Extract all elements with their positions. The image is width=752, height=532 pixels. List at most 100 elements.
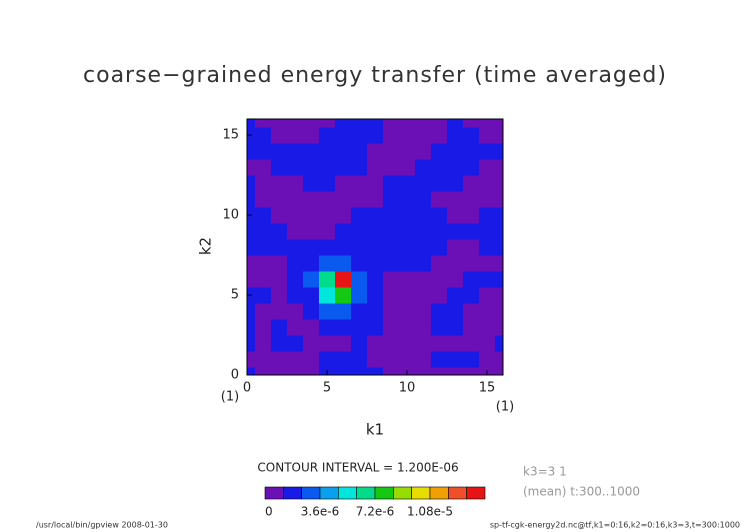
contour-cell <box>495 303 503 320</box>
contour-cell <box>479 119 496 128</box>
contour-cell <box>495 143 503 160</box>
contour-cell <box>319 127 336 144</box>
contour-cell <box>447 271 464 288</box>
contour-cell <box>447 255 464 272</box>
contour-cell <box>255 319 272 336</box>
contour-cell <box>383 159 400 176</box>
contour-cell <box>463 119 480 128</box>
x-tick-label: 15 <box>479 381 496 396</box>
contour-cell <box>495 127 503 144</box>
contour-cell <box>255 287 272 304</box>
contour-cell <box>351 271 368 288</box>
contour-cell <box>383 319 400 336</box>
contour-cell <box>367 351 384 368</box>
contour-cell <box>399 335 416 352</box>
contour-cell <box>415 127 432 144</box>
contour-cell <box>335 191 352 208</box>
contour-cell <box>271 207 288 224</box>
contour-cell <box>247 319 256 336</box>
contour-cell <box>383 255 400 272</box>
contour-cell <box>303 287 320 304</box>
contour-cell <box>287 159 304 176</box>
contour-cell <box>431 271 448 288</box>
contour-cell <box>351 207 368 224</box>
colorbar-box <box>338 486 357 500</box>
y-tick-label: 10 <box>222 208 239 223</box>
contour-cell <box>431 303 448 320</box>
contour-cell <box>415 319 432 336</box>
contour-cell <box>479 287 496 304</box>
contour-cell <box>287 287 304 304</box>
contour-cell <box>351 287 368 304</box>
colorbar-box <box>411 486 431 500</box>
contour-cell <box>271 175 288 192</box>
contour-cell <box>303 303 320 320</box>
colorbar-box <box>374 486 394 500</box>
contour-cell <box>367 127 384 144</box>
contour-cell <box>479 191 496 208</box>
y-tick-label: 5 <box>231 288 239 303</box>
contour-cell <box>495 223 503 240</box>
contour-cell <box>287 255 304 272</box>
contour-cell <box>447 119 464 128</box>
contour-cell <box>319 303 336 320</box>
contour-cell <box>495 367 503 375</box>
contour-cell <box>383 271 400 288</box>
contour-cell <box>271 319 288 336</box>
contour-cell <box>399 271 416 288</box>
contour-cell <box>367 367 384 375</box>
contour-cell <box>335 175 352 192</box>
contour-cell <box>303 271 320 288</box>
contour-cell <box>335 335 352 352</box>
contour-cell <box>479 271 496 288</box>
contour-cell <box>247 271 256 288</box>
contour-cell <box>255 223 272 240</box>
contour-cell <box>415 367 432 375</box>
contour-cell <box>431 223 448 240</box>
contour-cell <box>255 367 272 375</box>
contour-cell <box>351 175 368 192</box>
contour-cell <box>287 271 304 288</box>
contour-cell <box>287 191 304 208</box>
contour-cell <box>287 367 304 375</box>
contour-cell <box>335 143 352 160</box>
contour-cell <box>335 287 352 304</box>
contour-cell <box>479 239 496 256</box>
contour-cell <box>271 351 288 368</box>
colorbar-tick-label: 0 <box>265 505 273 519</box>
contour-cell <box>399 255 416 272</box>
contour-cell <box>383 127 400 144</box>
contour-cell <box>463 319 480 336</box>
contour-cell <box>479 127 496 144</box>
annotation: k3=3 1 <box>523 465 567 479</box>
contour-cell <box>415 351 432 368</box>
contour-cell <box>383 367 400 375</box>
contour-cell <box>271 143 288 160</box>
contour-cell <box>351 255 368 272</box>
contour-cell <box>415 159 432 176</box>
contour-cell <box>479 255 496 272</box>
contour-cell <box>367 255 384 272</box>
contour-cell <box>303 175 320 192</box>
contour-cell <box>319 271 336 288</box>
contour-cell <box>319 175 336 192</box>
contour-cell <box>447 191 464 208</box>
contour-cell <box>255 255 272 272</box>
contour-cell <box>351 119 368 128</box>
colorbar-box <box>466 486 486 500</box>
colorbar-box <box>448 486 467 500</box>
colorbar-box <box>264 486 284 500</box>
contour-cell <box>399 287 416 304</box>
contour-cell <box>431 239 448 256</box>
contour-cell <box>271 303 288 320</box>
contour-cell <box>255 159 272 176</box>
contour-cell <box>495 239 503 256</box>
contour-cell <box>479 207 496 224</box>
contour-cell <box>415 175 432 192</box>
contour-cell <box>255 303 272 320</box>
contour-cell <box>247 119 256 128</box>
contour-cell <box>399 191 416 208</box>
contour-cell <box>247 175 256 192</box>
contour-cell <box>247 351 256 368</box>
